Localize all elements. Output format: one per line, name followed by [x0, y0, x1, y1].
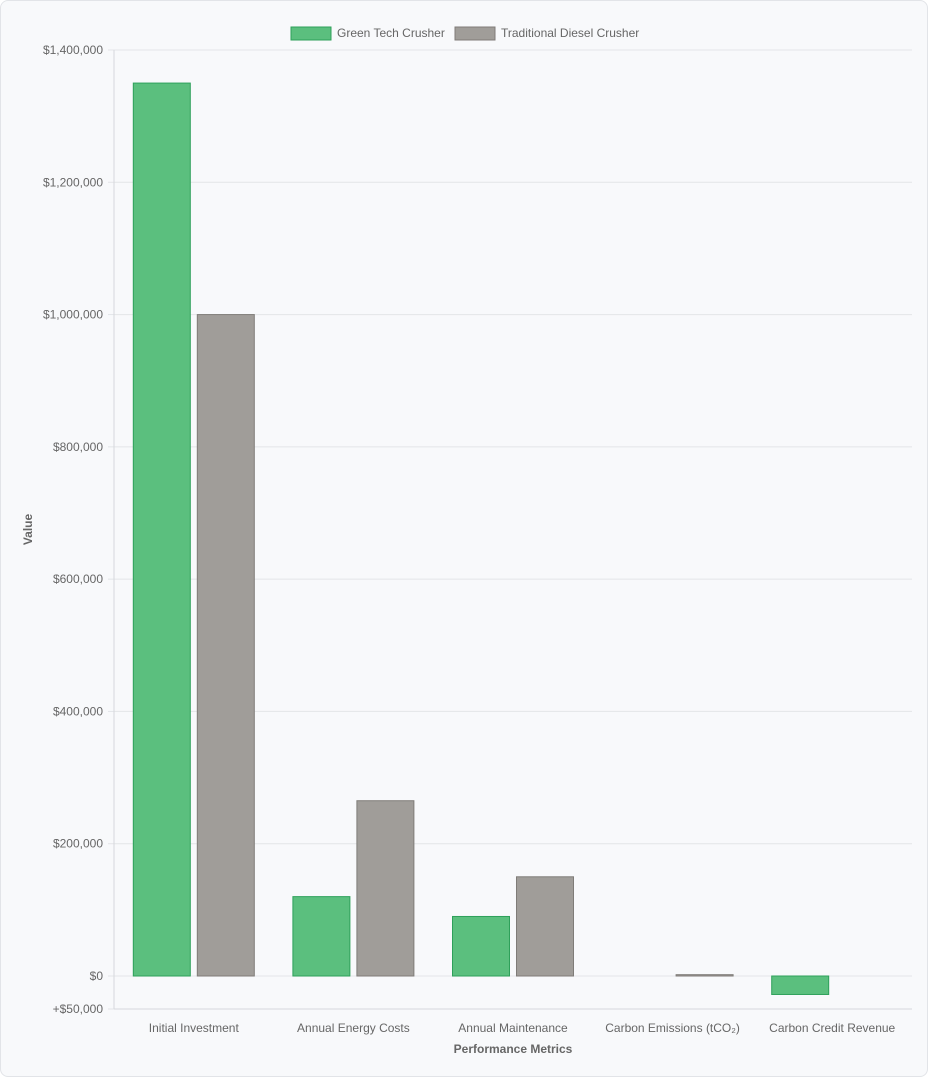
bar-green-tech[interactable]	[771, 975, 830, 995]
bar-green-tech[interactable]	[132, 82, 191, 977]
x-tick-label: Annual Maintenance	[458, 1021, 568, 1035]
legend-swatch[interactable]	[290, 26, 332, 41]
x-axis-ticks: Initial Investment Annual Energy Costs Ann…	[149, 1021, 896, 1035]
x-tick-label: Carbon Credit Revenue	[769, 1021, 895, 1035]
y-tick-label: $800,000	[53, 440, 103, 454]
y-tick-label: $1,200,000	[43, 175, 103, 189]
y-tick-label: $600,000	[53, 572, 103, 586]
legend-label[interactable]: Traditional Diesel Crusher	[501, 26, 639, 40]
y-tick-label: $400,000	[53, 704, 103, 718]
y-tick-label: $200,000	[53, 837, 103, 851]
y-tick-label: $0	[90, 969, 104, 983]
bar-green-tech[interactable]	[452, 915, 510, 977]
legend-label[interactable]: Green Tech Crusher	[337, 26, 445, 40]
x-axis-title: Performance Metrics	[454, 1042, 573, 1056]
y-tick-label: $1,000,000	[43, 308, 103, 322]
y-tick-label: +$50,000	[53, 1002, 104, 1016]
legend[interactable]: Green Tech Crusher Traditional Diesel Cru…	[290, 26, 639, 41]
bars	[132, 82, 830, 995]
bar-traditional-diesel[interactable]	[356, 800, 415, 977]
y-axis-ticks: $1,400,000 $1,200,000 $1,000,000 $800,000 $6…	[43, 43, 103, 1016]
bar-traditional-diesel[interactable]	[675, 974, 734, 977]
x-tick-label: Initial Investment	[149, 1021, 240, 1035]
x-tick-label: Annual Energy Costs	[297, 1021, 410, 1035]
y-tick-label: $1,400,000	[43, 43, 103, 57]
bar-traditional-diesel[interactable]	[516, 876, 574, 977]
legend-swatch[interactable]	[454, 26, 496, 41]
y-axis-title: Value	[21, 514, 35, 546]
bar-traditional-diesel[interactable]	[196, 314, 255, 977]
bar-green-tech[interactable]	[292, 896, 351, 977]
x-tick-label: Carbon Emissions (tCO₂)	[605, 1021, 740, 1035]
